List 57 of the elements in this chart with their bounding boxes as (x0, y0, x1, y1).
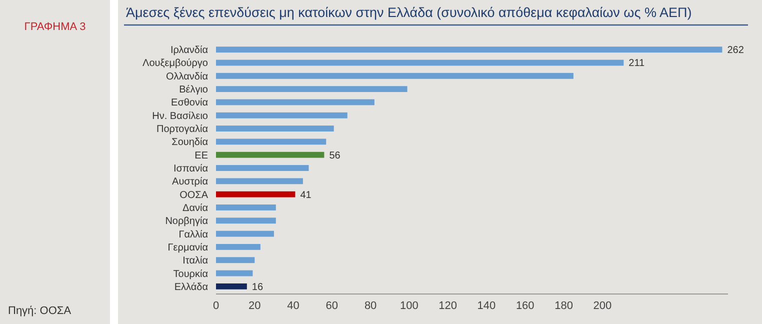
bar (216, 283, 247, 290)
x-tick-label: 200 (593, 300, 612, 312)
y-tick-label: Εσθονία (171, 98, 208, 109)
bar (216, 126, 334, 132)
bar (216, 191, 296, 198)
y-tick-label: Πορτογαλία (156, 124, 208, 136)
data-label: 211 (628, 58, 646, 70)
x-tick-label: 40 (287, 300, 300, 312)
y-tick-label: Βέλγιο (179, 84, 208, 96)
y-tick-label: Αυστρία (172, 176, 208, 188)
chart-title: Άμεσες ξένες επενδύσεις μη κατοίκων στην Ελλάδα (συνολικό απόθεμα κεφαλαίων ως % ΑΕΠ) (126, 5, 692, 20)
bar (216, 86, 408, 92)
bar (216, 99, 374, 106)
data-label: 56 (329, 150, 341, 162)
bar (216, 152, 324, 158)
bar (216, 46, 722, 53)
y-tick-label: Ιρλανδία (170, 45, 208, 56)
y-tick-label: Νορβηγία (165, 216, 208, 228)
bar (216, 270, 253, 276)
y-tick-label: Ελλάδα (174, 282, 208, 293)
x-tick-label: 80 (364, 300, 377, 312)
x-tick-label: 180 (554, 300, 573, 312)
bar (216, 244, 260, 250)
y-tick-label: Γερμανία (168, 242, 208, 254)
bar (216, 218, 276, 224)
y-tick-label: Λουξεμβούργο (142, 58, 208, 70)
x-tick-label: 60 (326, 300, 338, 312)
y-tick-label: Σουηδία (172, 137, 208, 148)
bar (216, 60, 624, 66)
y-tick-label: Γαλλία (178, 229, 208, 240)
bar (216, 257, 255, 264)
y-tick-label: Ισπανία (174, 164, 208, 174)
bar (216, 72, 574, 79)
x-tick-label: 0 (212, 300, 220, 312)
x-tick-label: 20 (248, 300, 261, 312)
x-tick-label: 100 (400, 300, 418, 312)
y-tick-label: ΟΟΣΑ (180, 190, 208, 201)
bar (216, 112, 348, 118)
y-tick-label: Ιταλία (182, 256, 208, 267)
x-tick-label: 120 (438, 300, 458, 312)
x-tick-label: 140 (477, 300, 496, 312)
y-tick-label: Τουρκία (173, 268, 208, 280)
text: ΓΡΑΦΗΜΑ 3 (24, 21, 86, 33)
data-label: 41 (300, 190, 312, 201)
y-tick-label: Δανία (182, 202, 208, 214)
y-tick-label: ΕΕ (194, 150, 208, 162)
bar (216, 178, 303, 184)
y-tick-label: Ην. Βασίλειο (152, 110, 208, 122)
bar (216, 138, 326, 145)
x-tick-label: 160 (516, 300, 534, 312)
y-tick-label: Ολλανδία (166, 71, 208, 82)
data-label: 16 (252, 282, 264, 293)
data-label: 262 (727, 45, 744, 56)
bar (216, 165, 309, 171)
bar (216, 230, 274, 237)
text: Πηγή: ΟΟΣΑ (8, 305, 72, 317)
bar (216, 204, 276, 210)
